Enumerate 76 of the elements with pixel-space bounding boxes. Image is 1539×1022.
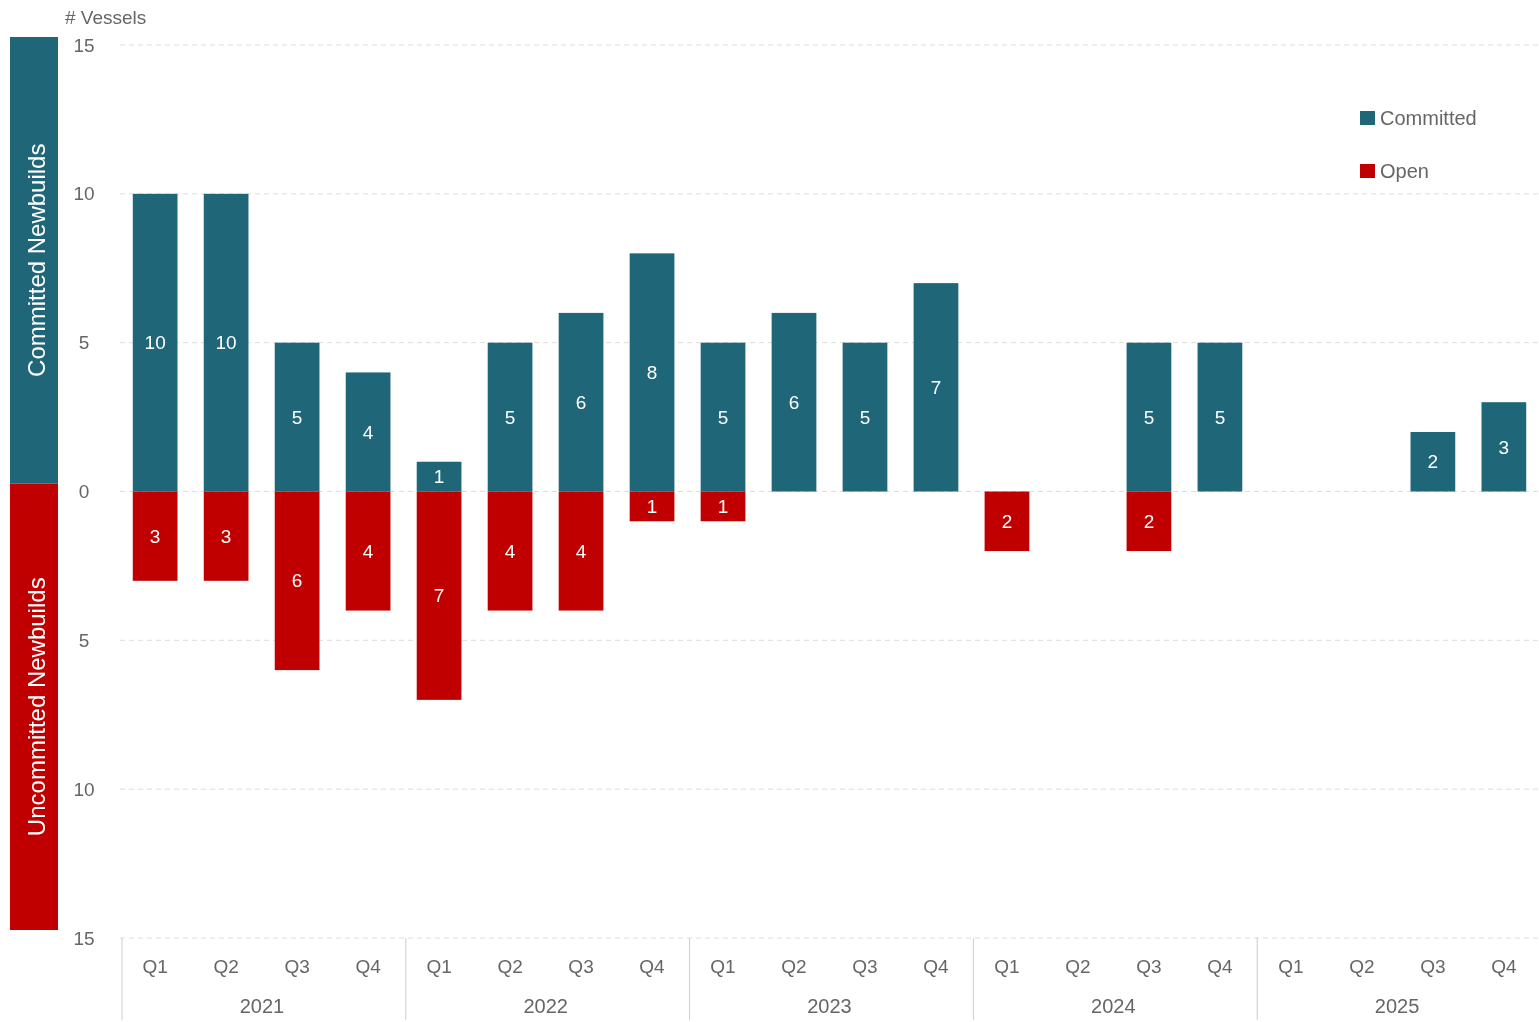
bar xyxy=(629,491,675,522)
data-label: 5 xyxy=(504,406,516,428)
data-label: 10 xyxy=(215,332,237,354)
data-label: 5 xyxy=(717,406,729,428)
data-label: 10 xyxy=(144,332,166,354)
bar xyxy=(771,312,817,492)
x-tick-label: Q3 xyxy=(1420,955,1446,977)
data-label: 5 xyxy=(1214,406,1226,428)
text: 2021 xyxy=(239,995,285,1017)
x-tick-label: Q4 xyxy=(1207,955,1234,977)
x-tick-label: Q2 xyxy=(781,955,807,977)
bar xyxy=(1410,431,1456,492)
data-label: 2 xyxy=(1427,451,1439,473)
y-tick-label: 10 xyxy=(73,778,95,800)
data-label: 2 xyxy=(1001,510,1013,532)
data-label: 5 xyxy=(291,406,303,428)
y-tick-label: 15 xyxy=(73,927,95,949)
data-label: 4 xyxy=(504,540,516,562)
y-tick-label: 5 xyxy=(78,332,90,354)
y-tick-label: 10 xyxy=(73,183,95,205)
text: 2022 xyxy=(523,995,568,1017)
legend-label: Open xyxy=(1380,160,1429,182)
data-label: 8 xyxy=(646,362,658,384)
x-tick-label: Q3 xyxy=(284,955,310,977)
bar xyxy=(416,461,462,492)
text: 2024 xyxy=(1091,995,1136,1017)
x-tick-label: Q2 xyxy=(213,955,239,977)
data-label: 1 xyxy=(717,496,729,518)
data-label: 4 xyxy=(362,540,374,562)
text: 2025 xyxy=(1374,995,1420,1017)
bar xyxy=(1197,342,1243,492)
data-label: 6 xyxy=(575,391,587,413)
data-label: 5 xyxy=(859,406,871,428)
data-label: 3 xyxy=(220,525,232,547)
x-tick-label: Q1 xyxy=(1278,955,1304,977)
bar xyxy=(700,491,746,522)
bar xyxy=(913,283,959,492)
data-label: 1 xyxy=(646,496,658,518)
x-tick-label: Q1 xyxy=(710,955,736,977)
x-tick-label: Q3 xyxy=(852,955,878,977)
x-tick-label: Q3 xyxy=(568,955,594,977)
x-tick-label: Q4 xyxy=(1491,955,1517,977)
data-label: 7 xyxy=(930,376,942,398)
legend-label: Committed xyxy=(1380,107,1477,129)
y-tick-label: 15 xyxy=(73,34,95,56)
bar xyxy=(1481,402,1527,492)
data-label: 4 xyxy=(575,540,587,562)
data-label: 1 xyxy=(433,466,445,488)
bar xyxy=(984,491,1030,552)
data-label: 3 xyxy=(149,525,161,547)
data-label: 6 xyxy=(788,391,800,413)
x-tick-label: Q2 xyxy=(1349,955,1375,977)
bar xyxy=(132,491,178,581)
x-tick-label: Q1 xyxy=(142,955,168,977)
y-tick-label: 0 xyxy=(78,481,90,503)
x-tick-label: Q4 xyxy=(639,955,666,977)
data-label: 5 xyxy=(1143,406,1155,428)
chart-title: # Vessels xyxy=(65,7,147,28)
y-axis-title: Uncommitted Newbuilds xyxy=(23,577,50,837)
bar xyxy=(203,491,249,581)
data-label: 7 xyxy=(433,585,445,607)
x-tick-label: Q1 xyxy=(426,955,452,977)
x-tick-label: Q4 xyxy=(355,955,382,977)
x-tick-label: Q1 xyxy=(994,955,1020,977)
data-label: 3 xyxy=(1498,436,1510,458)
x-tick-label: Q4 xyxy=(923,955,950,977)
x-tick-label: Q2 xyxy=(1065,955,1091,977)
data-label: 6 xyxy=(291,570,303,592)
y-axis-title: Committed Newbuilds xyxy=(23,143,50,377)
data-label: 4 xyxy=(362,421,374,443)
y-tick-label: 5 xyxy=(78,629,90,651)
text: 2023 xyxy=(807,995,852,1017)
data-label: 2 xyxy=(1143,510,1155,532)
bar xyxy=(842,342,888,492)
x-tick-label: Q2 xyxy=(497,955,523,977)
x-tick-label: Q3 xyxy=(1136,955,1162,977)
